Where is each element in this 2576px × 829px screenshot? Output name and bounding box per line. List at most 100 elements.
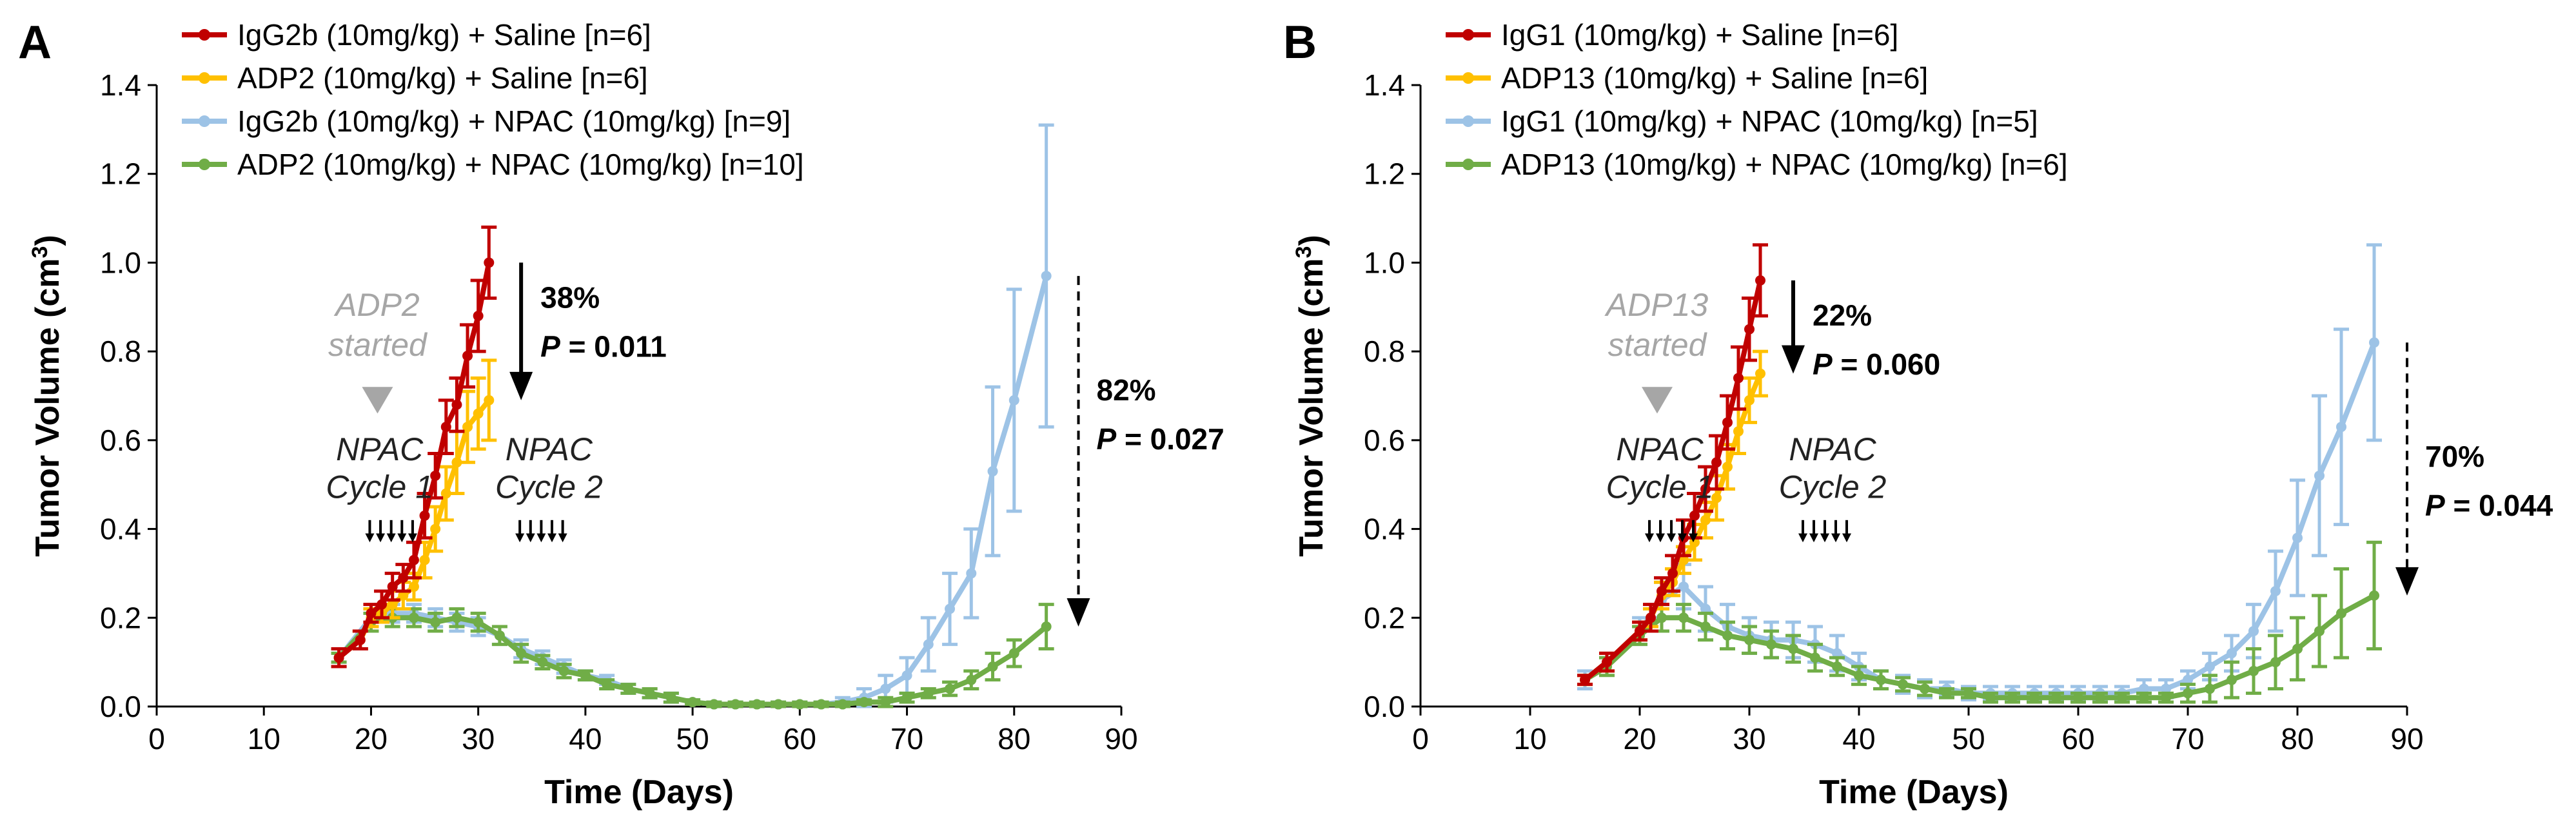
data-point [2073, 692, 2083, 703]
y-axis-title: Tumor Volume (cm3) [28, 235, 66, 556]
data-point [473, 617, 484, 628]
data-point [880, 683, 891, 694]
data-point [1667, 568, 1678, 579]
data-point [1689, 510, 1700, 521]
data-point [537, 657, 548, 668]
cycle2-dose-arrow-head [1798, 533, 1807, 543]
y-tick-label: 0.2 [100, 601, 141, 634]
data-point [408, 581, 419, 592]
data-point [1810, 652, 1820, 663]
data-point [837, 699, 848, 710]
series-line [337, 615, 1048, 707]
p-value: = 0.060 [1833, 347, 1941, 381]
x-tick-label: 90 [1105, 722, 1137, 756]
legend-swatch-marker [199, 72, 210, 84]
y-tick-label: 0.4 [100, 512, 141, 546]
data-point [602, 679, 613, 690]
data-point [1766, 639, 1776, 650]
data-point [623, 683, 634, 694]
legend-entry: IgG1 (10mg/kg) + Saline [n=6] [1501, 18, 1898, 52]
data-point [430, 617, 441, 628]
data-point [1678, 554, 1689, 565]
data-point [473, 311, 484, 322]
data-point [2161, 692, 2171, 703]
y-tick-label: 0.4 [1364, 512, 1405, 546]
data-point [2227, 648, 2237, 659]
data-point [923, 688, 934, 699]
data-point [794, 699, 805, 710]
p-symbol: P [2425, 489, 2445, 522]
y-axis-title-main: Tumor Volume (cm [29, 258, 66, 557]
data-point [923, 639, 934, 650]
x-tick-label: 90 [2390, 722, 2423, 756]
legend-swatch-marker [1462, 115, 1474, 127]
y-tick-label: 1.2 [1364, 157, 1405, 191]
x-tick-label: 20 [355, 722, 388, 756]
data-point [987, 466, 998, 477]
x-tick-label: 70 [890, 722, 923, 756]
y-axis-title-main: Tumor Volume (cm [1293, 258, 1330, 557]
data-point [1876, 674, 1886, 685]
x-tick-label: 40 [569, 722, 602, 756]
cycle1-dose-arrow-head [1645, 533, 1654, 543]
series-1 [1577, 243, 1768, 687]
x-tick-label: 20 [1623, 722, 1656, 756]
p-value: = 0.011 [560, 329, 667, 363]
x-tick-label: 0 [148, 722, 165, 756]
y-tick-label: 0.8 [100, 335, 141, 368]
cycle1-dose-arrow-head [386, 533, 396, 543]
cycle2-dose-arrow-head [536, 533, 546, 543]
data-point [2051, 692, 2061, 703]
x-tick-label: 80 [998, 722, 1030, 756]
cycle2-label-line1: NPAC [506, 431, 593, 467]
data-point [1711, 457, 1722, 468]
data-point [366, 608, 377, 619]
legend-entry: ADP13 (10mg/kg) + NPAC (10mg/kg) [n=6] [1501, 148, 2068, 181]
data-point [355, 634, 366, 645]
data-point [945, 683, 956, 694]
data-point [2369, 590, 2379, 601]
legend-entry: IgG1 (10mg/kg) + NPAC (10mg/kg) [n=5] [1501, 104, 2038, 138]
cycle1-dose-arrow-head [1689, 533, 1698, 543]
reduction1-arrow-head [509, 371, 533, 400]
cycle1-dose-arrow-head [408, 533, 417, 543]
cycle2-label-line2: Cycle 2 [1779, 469, 1887, 505]
data-point [1755, 275, 1765, 286]
data-point [1722, 462, 1733, 473]
panel-b: B 0.0 0.2 0.4 0.6 0.8 1.0 1.2 1.4 0 10 20 30 40 50 60 70… [1283, 17, 2553, 811]
data-point [1678, 612, 1689, 623]
reduction2-pvalue: P = 0.044 [2425, 489, 2553, 522]
data-point [2161, 683, 2171, 694]
data-point [2270, 585, 2281, 596]
data-point [1832, 661, 1842, 672]
x-tick-label: 60 [2061, 722, 2094, 756]
data-point [484, 257, 495, 268]
data-point [516, 648, 527, 659]
data-point [2314, 470, 2325, 481]
started-marker-triangle [1642, 387, 1673, 414]
data-point [387, 599, 398, 610]
legend-swatch-marker [199, 159, 210, 170]
data-point [2095, 692, 2105, 703]
x-tick-label: 0 [1412, 722, 1429, 756]
y-tick-label: 0.8 [1364, 335, 1405, 368]
legend-entry: IgG2b (10mg/kg) + NPAC (10mg/kg) [n=9] [237, 104, 791, 138]
data-point [2314, 625, 2325, 636]
y-tick-label: 0.2 [1364, 601, 1405, 634]
data-point [1722, 417, 1733, 428]
data-point [408, 554, 419, 565]
cycle1-label-line1: NPAC [336, 431, 424, 467]
data-point [440, 422, 451, 433]
data-point [1755, 368, 1765, 379]
started-label-line2: started [328, 327, 428, 363]
data-point [377, 599, 388, 610]
data-point [2248, 665, 2259, 676]
data-point [1008, 648, 1019, 659]
data-point [901, 670, 912, 681]
data-point [901, 692, 912, 703]
legend-entry: IgG2b (10mg/kg) + Saline [n=6] [237, 18, 651, 52]
series-4 [1577, 540, 2382, 704]
data-point [859, 697, 870, 708]
cycle2-dose-arrow-head [1809, 533, 1818, 543]
cycle1-label-line2: Cycle 1 [1606, 469, 1714, 505]
